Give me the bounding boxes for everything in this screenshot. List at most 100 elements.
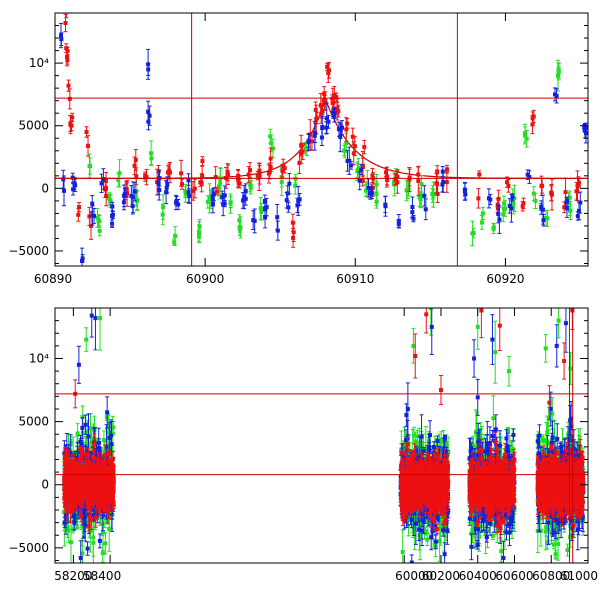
data-point-g-1-1: [97, 225, 102, 237]
x-tick-label: 60920: [486, 272, 524, 286]
data-point-g-s0-189: [103, 532, 108, 555]
data-point-b-21-1: [284, 191, 289, 209]
data-point-b-8-1: [129, 185, 134, 207]
data-point-b-6-2: [110, 201, 115, 212]
data-point-b-8-2: [132, 181, 137, 202]
x-tick-label: 60910: [336, 272, 374, 286]
data-point-r-41-0: [444, 164, 449, 174]
data-point-g-21-2: [357, 165, 362, 175]
data-point-g-23-0: [374, 194, 379, 209]
data-point-r-2-0: [67, 88, 72, 110]
data-point-g-22-0: [363, 184, 368, 197]
data-point-g-s1-212: [415, 429, 420, 443]
y-tick-label: 5000: [18, 119, 49, 133]
data-point-b-16-2: [222, 185, 227, 206]
data-point-b-s0-65: [105, 396, 110, 429]
data-point-r-38-0: [407, 168, 412, 187]
y-tick-label: −5000: [8, 244, 49, 258]
data-point-r-34-1: [362, 139, 367, 155]
data-point-b-45-1: [578, 191, 583, 214]
data-point-r-4-0: [76, 207, 81, 222]
data-point-b-12-1: [165, 176, 170, 193]
data-point-r-37-2: [393, 172, 398, 185]
data-point-b-38-0: [488, 194, 493, 206]
data-point-r-18-2: [236, 179, 241, 187]
data-point-r-9-0: [133, 149, 138, 171]
data-point-r-46-1: [530, 111, 535, 126]
data-point-r-23-1: [291, 228, 296, 248]
data-point-r-4: [77, 202, 82, 213]
data-point-b-37-1: [463, 189, 468, 200]
outlier-point-g-8: [543, 334, 548, 363]
x-tick-label: 61000: [560, 569, 598, 583]
data-point-r-48-1: [549, 184, 554, 202]
data-point-b-33-0: [396, 219, 401, 229]
data-point-r-1-1: [65, 56, 70, 65]
data-point-g-27-2: [430, 185, 435, 203]
data-point-r-34-2: [360, 175, 365, 187]
y-tick-label: 10⁴: [29, 56, 49, 70]
data-point-g-20-1: [342, 145, 347, 157]
data-point-g-15-0: [259, 203, 264, 221]
data-point-r-17-1: [225, 164, 230, 185]
data-point-r-22-1: [280, 163, 285, 178]
data-point-g-10-0: [205, 195, 210, 209]
x-tick-label: 60600: [495, 569, 533, 583]
data-point-b-17-2: [240, 192, 245, 209]
data-point-b-43-0: [554, 88, 559, 104]
data-point-g-34-0: [531, 186, 536, 201]
data-point-b-22-1: [297, 193, 302, 206]
data-point-b-18-0: [251, 210, 256, 230]
outlier-point-g-0: [84, 327, 89, 352]
data-point-b-4-1: [90, 195, 95, 213]
data-point-b-7-1: [121, 194, 126, 211]
data-point-b-40-0: [510, 193, 515, 202]
data-point-r-42: [476, 188, 481, 209]
y-tick-label: 0: [41, 181, 49, 195]
data-point-b-42-2: [539, 200, 544, 215]
data-point-b-3: [80, 247, 85, 266]
data-point-b-41-0: [525, 169, 530, 180]
data-point-b-24-0: [313, 122, 318, 144]
data-point-g-s3-249: [565, 543, 570, 557]
data-point-g-30-0: [491, 223, 496, 232]
data-point-b-26-1: [326, 114, 331, 129]
data-point-b-21-2: [287, 172, 292, 195]
y-tick-label: 5000: [18, 415, 49, 429]
data-point-g-1-2: [95, 207, 100, 228]
data-point-g-13-2: [238, 225, 243, 234]
data-point-b-35-0: [423, 198, 428, 221]
data-point-b-34-1: [411, 214, 416, 223]
data-point-g-36-2: [556, 62, 561, 77]
data-point-r-13: [179, 159, 184, 187]
data-point-b-9-0: [146, 63, 151, 76]
data-point-r-39-0: [416, 166, 421, 183]
data-point-r-13-0: [180, 178, 185, 190]
data-point-b-s0-77: [80, 417, 85, 439]
data-point-g-31-2: [501, 206, 506, 223]
data-point-r-15-2: [199, 173, 204, 193]
data-point-g-6-0: [160, 203, 165, 226]
x-tick-label: 60900: [186, 272, 224, 286]
data-point-g-33-1: [523, 126, 528, 145]
data-point-b-31-2: [369, 187, 374, 200]
data-point-g-9-2: [197, 224, 202, 240]
data-point-g-16-0: [268, 128, 273, 145]
data-point-r-29-1: [326, 61, 331, 79]
y-tick-label: −5000: [8, 541, 49, 555]
data-point-r-14-0: [192, 178, 197, 199]
data-point-b-15-2: [211, 187, 216, 202]
data-point-b-14-1: [186, 173, 191, 186]
data-point-b-25-0: [319, 129, 324, 147]
data-point-b-2-1: [70, 172, 75, 183]
outlier-point-g-9: [556, 308, 561, 339]
x-tick-label: 60890: [34, 272, 72, 286]
data-point-b-30-0: [357, 171, 362, 191]
data-point-r-s1-487: [441, 490, 446, 497]
data-point-b-28-1: [340, 120, 345, 136]
data-point-g-0-0: [88, 157, 93, 175]
data-point-b-14-0: [187, 188, 192, 204]
data-point-r-s3-480: [549, 444, 554, 451]
data-point-g-s1-151: [400, 529, 405, 563]
data-point-g-s3-155: [541, 434, 546, 446]
